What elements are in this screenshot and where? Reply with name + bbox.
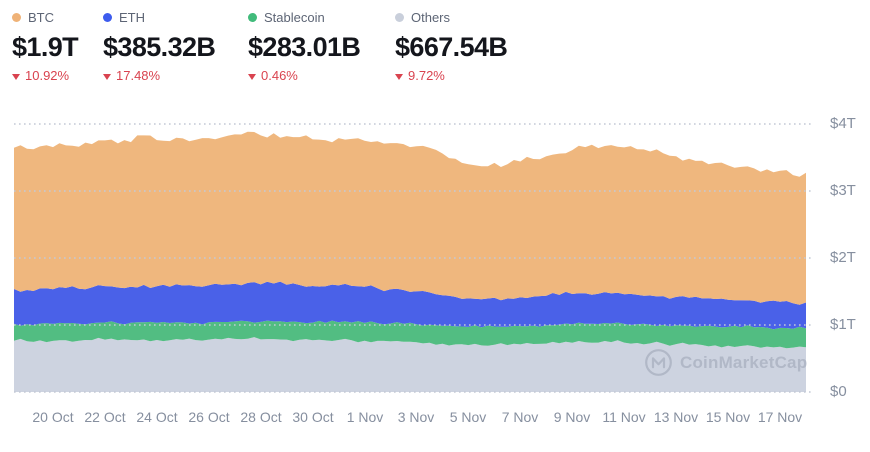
x-axis-label: 9 Nov (553, 409, 591, 425)
eth-change: 17.48% (103, 69, 248, 83)
btc-legend-label: BTC (28, 10, 54, 25)
btc-legend-dot-icon (12, 13, 21, 22)
others-change-percent: 9.72% (408, 68, 445, 83)
x-axis-label: 13 Nov (653, 409, 699, 425)
x-axis-label: 1 Nov (346, 409, 384, 425)
stablecoin-change: 0.46% (248, 69, 395, 83)
legend-item-eth[interactable]: ETH (103, 10, 248, 25)
legend-item-btc[interactable]: BTC (12, 10, 103, 25)
x-axis-label: 17 Nov (757, 409, 803, 425)
down-arrow-icon (248, 73, 256, 80)
stacked-area-plot[interactable] (0, 112, 870, 452)
x-axis-label: 20 Oct (32, 409, 74, 425)
area-others (14, 337, 806, 392)
stat-others: Others $667.54B 9.72% (395, 10, 508, 83)
x-axis-label: 24 Oct (136, 409, 178, 425)
stablecoin-legend-dot-icon (248, 13, 257, 22)
x-axis-label: 22 Oct (84, 409, 126, 425)
y-axis-label: $3T (830, 182, 856, 199)
stat-eth: ETH $385.32B 17.48% (103, 10, 248, 83)
others-legend-dot-icon (395, 13, 404, 22)
btc-change: 10.92% (12, 69, 103, 83)
y-axis-label: $1T (830, 316, 856, 333)
eth-change-percent: 17.48% (116, 68, 161, 83)
x-axis-label: 26 Oct (188, 409, 230, 425)
others-legend-label: Others (411, 10, 451, 25)
area-stablecoin (14, 320, 806, 349)
eth-legend-label: ETH (119, 10, 145, 25)
legend-item-others[interactable]: Others (395, 10, 507, 25)
x-axis-label: 30 Oct (292, 409, 334, 425)
down-arrow-icon (12, 73, 20, 80)
stat-stablecoin: Stablecoin $283.01B 0.46% (248, 10, 395, 83)
x-axis-label: 5 Nov (449, 409, 487, 425)
coinmarketcap-watermark: CoinMarketCap (644, 348, 807, 377)
x-axis-label: 7 Nov (501, 409, 539, 425)
watermark-text: CoinMarketCap (680, 352, 808, 372)
x-axis-label: 28 Oct (240, 409, 282, 425)
eth-legend-dot-icon (103, 13, 112, 22)
legend-item-stablecoin[interactable]: Stablecoin (248, 10, 395, 25)
x-axis-label: 11 Nov (602, 409, 646, 425)
down-arrow-icon (395, 73, 403, 80)
stablecoin-legend-label: Stablecoin (264, 10, 325, 25)
x-axis-label: 15 Nov (705, 409, 751, 425)
others-change: 9.72% (395, 69, 507, 83)
y-axis-label: $2T (830, 249, 856, 266)
stat-btc: BTC $1.9T 10.92% (12, 10, 103, 83)
btc-market-cap-value: $1.9T (12, 32, 79, 62)
market-cap-chart: $0 $1T $2T $3T $4T 20 Oct 22 Oct 24 Oct 26 Oct 2… (0, 112, 870, 452)
area-eth (14, 281, 806, 330)
y-axis-label: $4T (830, 115, 856, 132)
stablecoin-market-cap-value: $283.01B (248, 32, 361, 62)
x-axis-label: 3 Nov (397, 409, 435, 425)
stablecoin-change-percent: 0.46% (261, 68, 298, 83)
eth-market-cap-value: $385.32B (103, 32, 216, 62)
y-axis-label: $0 (830, 383, 847, 400)
down-arrow-icon (103, 73, 111, 80)
stats-header: BTC $1.9T 10.92% ETH $385.32B 17.48% Sta… (0, 0, 870, 83)
others-market-cap-value: $667.54B (395, 32, 508, 62)
area-btc (14, 131, 806, 305)
coinmarketcap-logo-icon (645, 349, 672, 376)
btc-change-percent: 10.92% (25, 68, 70, 83)
